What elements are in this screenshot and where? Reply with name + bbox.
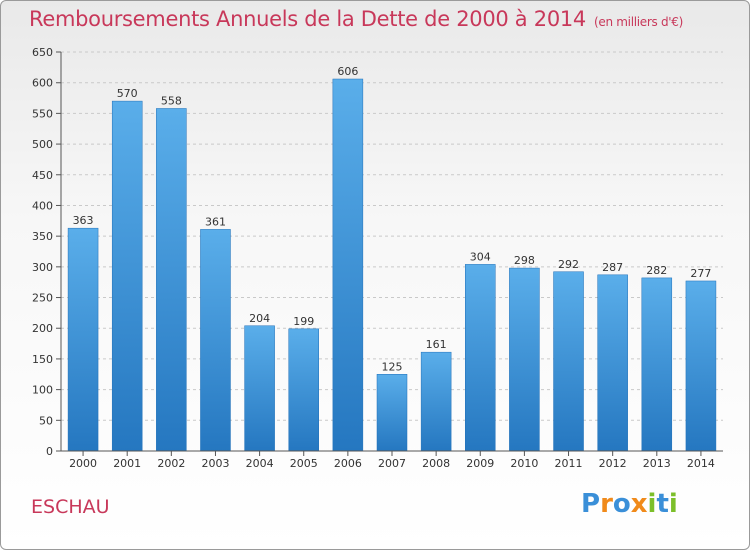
bar-2003 [200,229,231,452]
x-tick-label: 2006 [334,457,362,470]
y-tick-label: 550 [32,107,53,120]
x-tick-label: 2001 [113,457,141,470]
bar-2004 [244,325,275,452]
logo-letter: i [647,489,657,519]
bar-2007 [376,374,408,452]
commune-name: ESCHAU [31,496,110,518]
data-label: 363 [73,214,94,227]
x-tick-label: 2004 [246,457,274,470]
bar-2008 [420,351,452,452]
y-tick-label: 300 [32,261,53,274]
bar-2012 [597,274,628,452]
data-label: 282 [646,264,667,277]
data-label: 304 [470,250,491,263]
bar-2005 [288,328,319,452]
logo-letter: x [630,489,648,519]
data-label: 287 [602,261,623,274]
logo-letter: i [668,489,678,519]
y-tick-label: 600 [32,77,53,90]
bar-2010 [509,267,540,452]
data-label: 161 [426,338,447,351]
unit-label: (en milliers d'€) [594,15,684,29]
y-tick-label: 250 [32,292,53,305]
x-tick-label: 2000 [69,457,97,470]
logo-letter: r [600,489,613,519]
chart-title: Remboursements Annuels de la Dette de 20… [29,7,683,31]
bar-2001 [111,100,143,452]
bar-2000 [67,227,99,452]
x-tick-label: 2009 [466,457,494,470]
y-tick-label: 500 [32,138,53,151]
logo-letter: o [612,489,631,519]
y-tick-label: 350 [32,230,53,243]
data-label: 199 [293,315,314,328]
data-label: 361 [205,215,226,228]
bar-2011 [553,271,584,452]
bar-2014 [685,280,717,452]
data-label: 125 [382,360,403,373]
data-label: 277 [690,267,711,280]
bar-2009 [465,264,496,452]
data-label: 558 [161,94,182,107]
y-tick-label: 150 [32,353,53,366]
y-tick-label: 400 [32,199,53,212]
x-tick-label: 2007 [378,457,406,470]
x-tick-label: 2011 [555,457,583,470]
x-tick-label: 2014 [687,457,715,470]
data-label: 570 [117,87,138,100]
data-label: 298 [514,254,535,267]
data-label: 292 [558,258,579,271]
y-tick-label: 100 [32,384,53,397]
y-tick-label: 200 [32,322,53,335]
y-tick-label: 650 [32,46,53,59]
y-tick-label: 50 [39,414,53,427]
title-text: Remboursements Annuels de la Dette de 20… [29,7,586,31]
data-label: 204 [249,312,270,325]
x-tick-label: 2008 [422,457,450,470]
bar-2013 [641,277,673,452]
x-tick-label: 2013 [643,457,671,470]
logo-letter: P [581,489,601,519]
x-tick-label: 2003 [201,457,229,470]
proxiti-logo: Proxiti [581,489,678,519]
x-tick-label: 2010 [510,457,538,470]
bar-2006 [332,78,364,452]
x-tick-label: 2012 [599,457,627,470]
y-tick-label: 0 [46,445,53,458]
x-tick-label: 2005 [290,457,318,470]
x-tick-label: 2002 [157,457,185,470]
logo-letter: t [656,489,669,519]
y-tick-label: 450 [32,169,53,182]
bar-2002 [156,108,187,452]
data-label: 606 [337,65,358,78]
